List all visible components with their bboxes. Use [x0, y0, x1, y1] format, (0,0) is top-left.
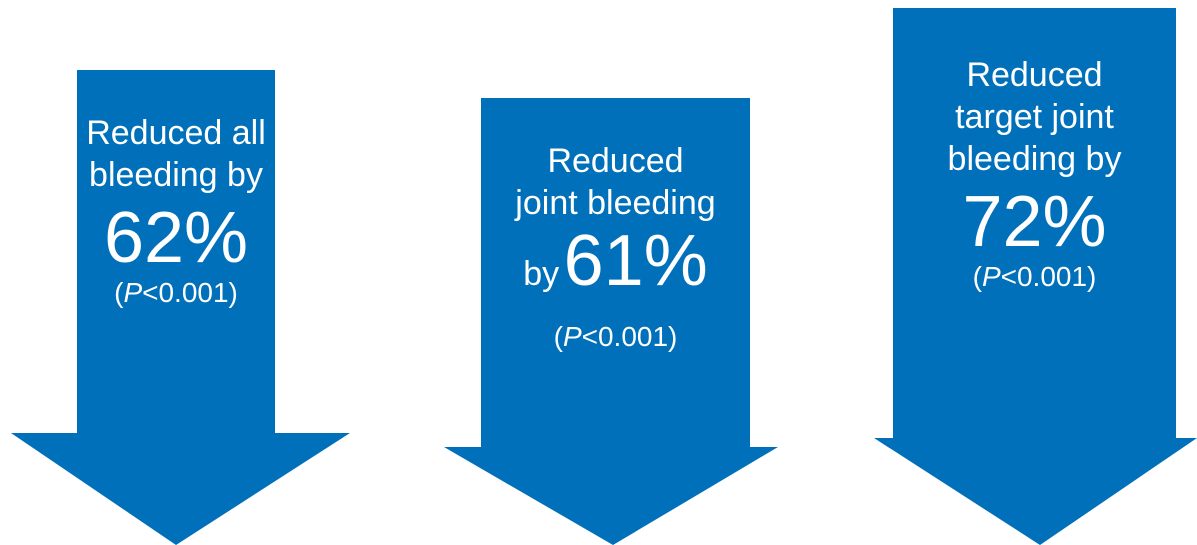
arrow-label-line: bleeding by: [89, 156, 263, 194]
percent-reduction-line: by 61%: [523, 221, 708, 301]
arrow-target-joint-bleeding-text: Reduced target joint bleeding by 72% (P<…: [893, 54, 1176, 294]
percent-reduction: 72%: [962, 182, 1107, 262]
arrow-label-line: bleeding by: [947, 140, 1122, 178]
arrow-label-line: Reduced: [966, 56, 1103, 94]
percent-reduction: 62%: [103, 198, 249, 278]
arrow-joint-bleeding-text: Reduced joint bleeding by 61% (P<0.001): [481, 140, 750, 354]
arrow-label-line: Reduced all: [86, 114, 266, 152]
p-value: (P<0.001): [114, 277, 238, 308]
arrow-label-line: target joint: [955, 98, 1114, 136]
p-value: (P<0.001): [553, 321, 678, 352]
arrow-label-line: Reduced: [547, 142, 684, 180]
arrow-all-bleeding-text: Reduced all bleeding by 62% (P<0.001): [77, 112, 275, 310]
arrow-label-line: joint bleeding: [515, 184, 716, 222]
p-value: (P<0.001): [972, 261, 1097, 292]
percent-reduction: 61%: [563, 221, 708, 301]
